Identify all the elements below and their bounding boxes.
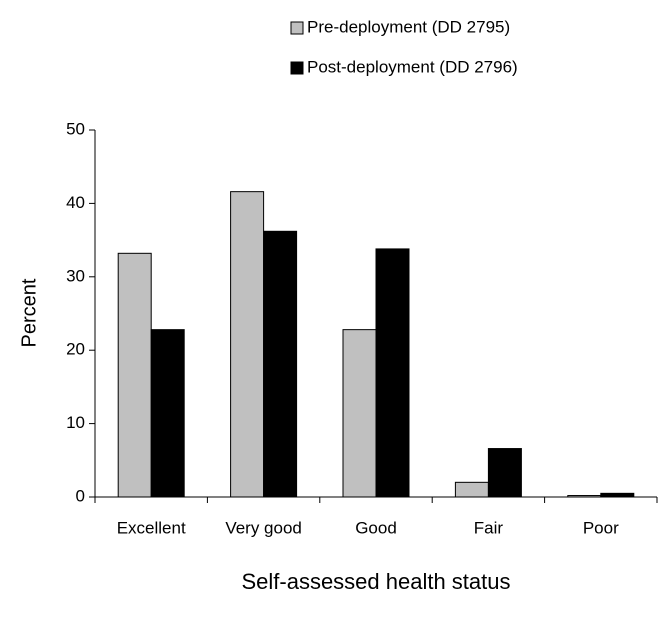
y-tick-label: 0 [76, 486, 85, 505]
y-tick-label: 20 [66, 340, 85, 359]
x-axis-label: Self-assessed health status [241, 569, 510, 594]
y-axis-label: Percent [18, 278, 40, 347]
x-tick-label: Fair [474, 518, 504, 537]
y-tick-label: 50 [66, 119, 85, 138]
legend-label: Pre-deployment (DD 2795) [307, 17, 510, 36]
y-tick-label: 40 [66, 193, 85, 212]
bar [263, 230, 298, 498]
bar [342, 329, 377, 498]
legend-swatch [290, 21, 304, 35]
bar [150, 329, 185, 498]
bar [375, 248, 410, 498]
x-tick-label: Good [355, 518, 397, 537]
legend-label: Post-deployment (DD 2796) [307, 57, 518, 76]
bar [454, 481, 489, 498]
x-tick-label: Excellent [117, 518, 186, 537]
bar [600, 492, 635, 498]
legend-swatch [290, 61, 304, 75]
bar [487, 448, 522, 498]
bar [567, 495, 602, 498]
bar [117, 252, 152, 498]
bar [230, 191, 265, 498]
y-tick-label: 10 [66, 413, 85, 432]
x-tick-label: Poor [583, 518, 619, 537]
x-tick-label: Very good [225, 518, 302, 537]
y-tick-label: 30 [66, 266, 85, 285]
